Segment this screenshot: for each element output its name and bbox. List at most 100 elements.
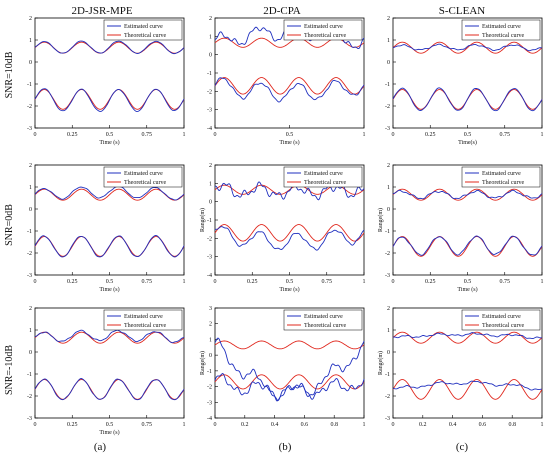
legend-box — [103, 309, 183, 331]
x-tick-label: 0.25 — [67, 132, 78, 138]
y-tick-label: -4 — [207, 273, 212, 279]
x-tick-label: 0 — [392, 132, 395, 138]
y-axis-label: Range(m) — [199, 208, 206, 232]
estimated-curve-upper — [392, 332, 543, 340]
y-tick-label: -2 — [385, 104, 390, 110]
y-tick-label: 3 — [209, 306, 212, 312]
x-tick-label: 1 — [541, 132, 544, 138]
y-tick-label: -2 — [207, 236, 212, 242]
x-tick-label: 0 — [34, 422, 37, 428]
row-label-3: SNR=-10dB — [4, 345, 15, 395]
legend-box — [461, 309, 541, 331]
y-tick-label: 1 — [209, 34, 212, 40]
y-tick-label: 2 — [29, 306, 32, 312]
legend-label-estimated: Estimated curve — [124, 314, 163, 320]
legend-box — [103, 19, 183, 41]
x-tick-label: 0.2 — [241, 422, 249, 428]
y-tick-label: -1 — [385, 372, 390, 378]
y-tick-label: 1 — [387, 38, 390, 44]
estimated-curve-lower — [34, 235, 185, 258]
x-tick-label: 0.25 — [425, 279, 436, 285]
panel-r1-c2: -4 -3 -2 -1 0 1 2 0 0.5 1 Time (s) Estimated curve T… — [207, 16, 366, 146]
y-tick-label: -2 — [207, 385, 212, 391]
y-tick-label: 1 — [29, 38, 32, 44]
y-tick-label: -3 — [27, 416, 32, 422]
x-tick-label: 0.5 — [286, 279, 294, 285]
legend-box — [461, 166, 541, 188]
y-tick-label: 0 — [209, 353, 212, 359]
panel-grid: -3 -2 -1 0 1 2 0 0.25 0.5 0.75 1 Time (s) Estimated … — [27, 16, 544, 436]
x-axis-label: Time (s) — [279, 139, 299, 146]
y-tick-label: 2 — [387, 163, 390, 169]
panel-r3-c2: -4 -3 -2 -1 0 1 2 3 0 0.2 0.4 0.6 0.8 1 Range(m) Estima… — [199, 306, 366, 428]
x-tick-label: 0.75 — [142, 132, 153, 138]
theoretical-curve-upper — [214, 340, 365, 350]
y-tick-label: 2 — [387, 16, 390, 22]
estimated-curve-lower — [214, 373, 365, 402]
y-tick-label: 2 — [29, 16, 32, 22]
x-tick-label: 0.75 — [322, 279, 333, 285]
subfigure-label-a: (a) — [94, 441, 107, 453]
legend-label-theoretical: Theoretical curve — [124, 323, 166, 329]
theoretical-curve-lower — [214, 224, 365, 242]
panel-r2-c2: -4 -3 -2 -1 0 1 2 0 0.25 0.5 0.75 1 Time (s) Range(m)… — [199, 163, 366, 293]
legend-box — [461, 19, 541, 41]
column-title-2: 2D-CPA — [263, 5, 301, 17]
x-tick-label: 0.75 — [500, 279, 511, 285]
y-tick-label: -1 — [27, 82, 32, 88]
panel-r3-c3: -3 -2 -1 0 1 2 0 0.2 0.4 0.6 0.8 1 Range(m) Estimated… — [377, 306, 544, 428]
y-tick-label: -3 — [27, 273, 32, 279]
x-tick-label: 0 — [214, 422, 217, 428]
theoretical-curve-upper — [392, 331, 543, 344]
row-label-2: SNR=0dB — [4, 204, 15, 246]
y-tick-label: -2 — [27, 251, 32, 257]
estimated-curve-upper — [34, 329, 185, 344]
y-tick-label: -3 — [385, 416, 390, 422]
y-tick-label: -1 — [207, 218, 212, 224]
panel-r1-c1: -3 -2 -1 0 1 2 0 0.25 0.5 0.75 1 Time (s) Estimated … — [27, 16, 186, 146]
y-tick-label: -1 — [27, 229, 32, 235]
estimated-curve-upper — [214, 181, 365, 201]
y-tick-label: 2 — [209, 16, 212, 22]
x-tick-label: 1 — [183, 422, 186, 428]
y-tick-label: -3 — [385, 273, 390, 279]
x-tick-label: 0.25 — [67, 422, 78, 428]
x-tick-label: 1 — [183, 279, 186, 285]
legend-label-estimated: Estimated curve — [304, 24, 343, 30]
y-tick-label: 2 — [387, 306, 390, 312]
x-tick-label: 0.5 — [286, 132, 294, 138]
legend-label-estimated: Estimated curve — [482, 24, 521, 30]
legend-label-theoretical: Theoretical curve — [124, 33, 166, 39]
panel-r1-c3: -3 -2 -1 0 1 2 0 0.25 0.5 0.75 1 Time(s) Estimated c… — [385, 16, 544, 146]
y-tick-label: 2 — [209, 163, 212, 169]
x-tick-label: 0.4 — [449, 422, 457, 428]
x-tick-label: 1 — [363, 279, 366, 285]
y-tick-label: 0 — [387, 350, 390, 356]
x-tick-label: 0 — [214, 279, 217, 285]
y-tick-label: 1 — [29, 185, 32, 191]
y-tick-label: -3 — [385, 126, 390, 132]
y-tick-label: -1 — [385, 229, 390, 235]
theoretical-curve-upper — [34, 188, 185, 201]
y-tick-label: 0 — [209, 53, 212, 59]
estimated-curve-upper — [34, 186, 185, 201]
legend-box — [283, 19, 363, 41]
legend-label-theoretical: Theoretical curve — [304, 323, 346, 329]
theoretical-curve-lower — [392, 379, 543, 400]
x-tick-label: 1 — [363, 422, 366, 428]
estimated-curve-lower — [392, 87, 543, 112]
legend-label-theoretical: Theoretical curve — [482, 323, 524, 329]
x-tick-label: 0.4 — [271, 422, 279, 428]
x-tick-label: 0 — [34, 279, 37, 285]
y-tick-label: 1 — [29, 328, 32, 334]
estimated-curve-lower — [34, 378, 185, 401]
estimated-curve-lower — [34, 88, 185, 113]
y-axis-label: Range(m) — [377, 351, 384, 375]
subfigure-label-b: (b) — [279, 441, 292, 453]
estimated-curve-upper — [214, 337, 365, 401]
x-tick-label: 0.6 — [301, 422, 309, 428]
column-title-3: S-CLEAN — [439, 5, 486, 17]
estimated-curve-lower — [392, 235, 543, 256]
x-tick-label: 0.75 — [142, 422, 153, 428]
